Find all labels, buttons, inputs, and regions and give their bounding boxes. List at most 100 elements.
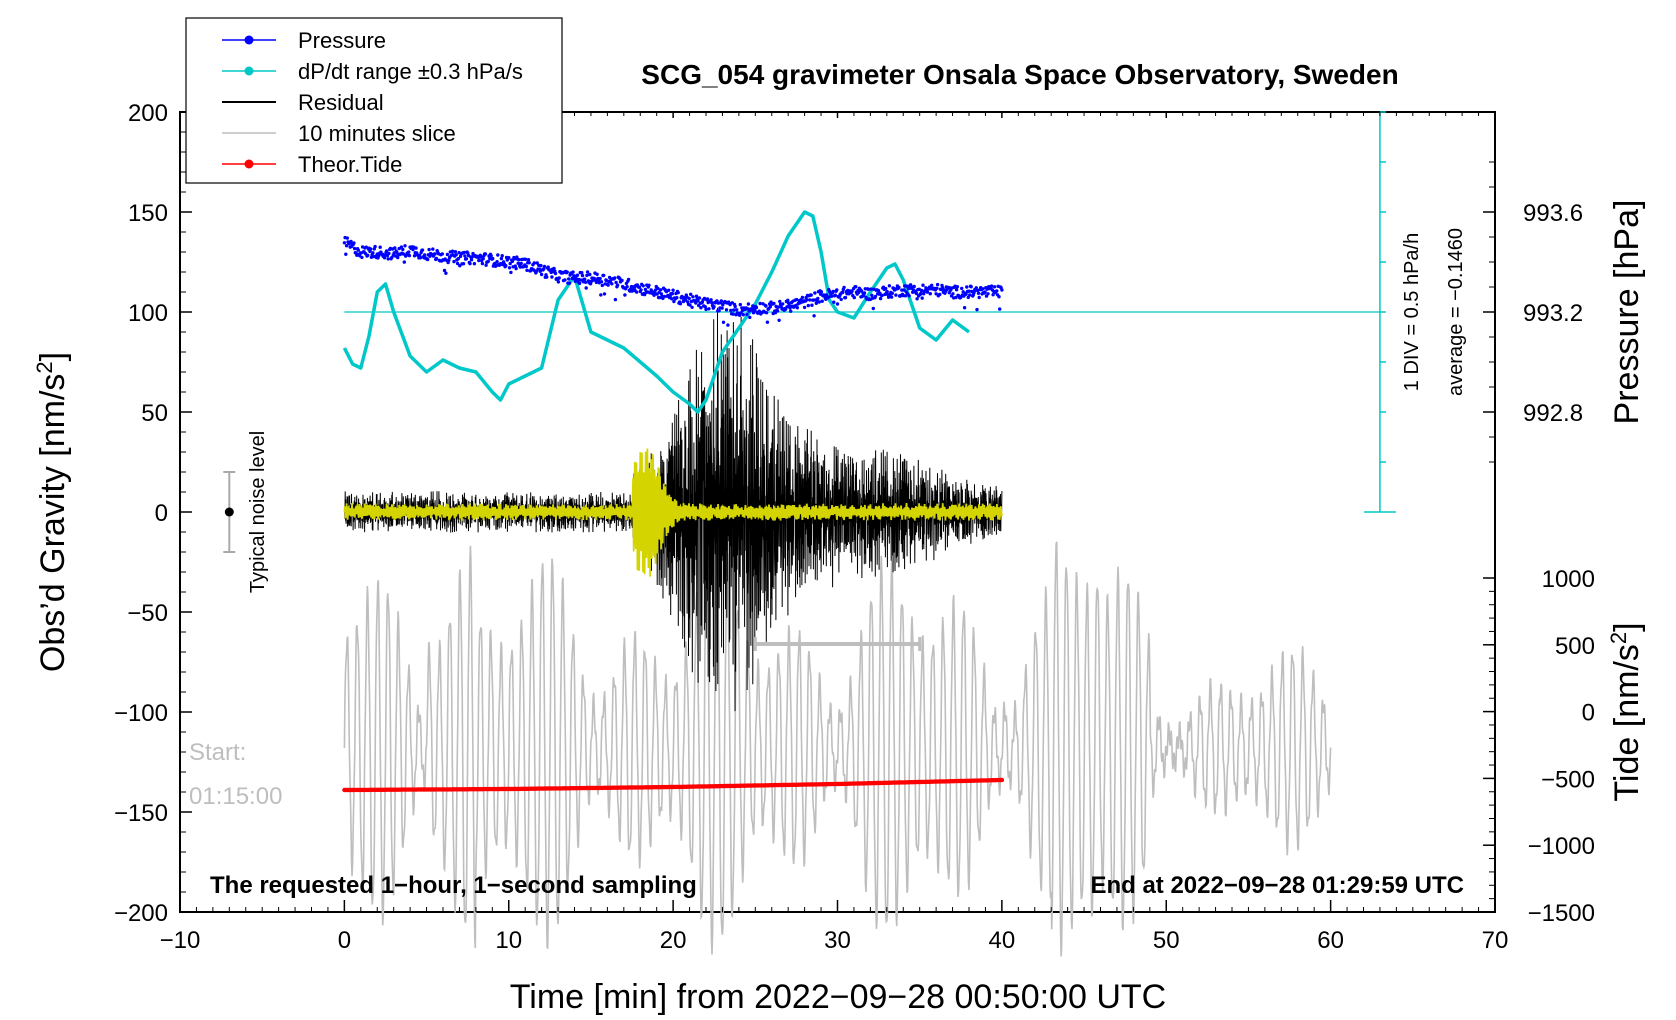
pressure-point [705,297,710,301]
pressure-point [598,276,602,281]
pressure-point [450,249,455,253]
pressure-point [615,283,620,287]
x-tick-label: 20 [660,927,687,954]
pressure-point [805,298,809,302]
pressure-point [481,257,485,261]
pressure-point [675,296,679,300]
pressure-point [588,272,592,277]
pressure-point [866,287,870,291]
pressure-point [420,248,425,252]
tide-axis-ticks: 1000 500 0 −500 −1000 −1500 [1483,566,1595,927]
pressure-point [659,288,663,292]
tide-tick-label: −1000 [1528,833,1595,860]
pressure-point [620,278,624,283]
pressure-point [965,285,969,289]
pressure-point [884,286,888,291]
x-tick-label: 70 [1482,927,1509,954]
pressure-point [499,256,504,261]
pressure-point [998,307,1002,311]
pressure-point [751,304,755,308]
pressure-point [710,301,714,305]
legend-marker [244,66,254,76]
pressure-point [412,254,417,258]
pressure-point [934,292,938,296]
pressure-point [667,288,671,292]
pressure-point [504,264,508,268]
pressure-point [921,283,925,287]
pressure-point [690,305,694,309]
pressure-point [464,257,469,261]
pressure-point [599,293,603,297]
pressure-point [968,293,972,297]
pressure-point [442,268,447,273]
pressure-point [585,270,590,274]
pressure-point [840,290,845,295]
pressure-point [632,286,637,290]
pressure-point [960,286,964,291]
pressure-point [871,306,875,311]
pressure-point [639,288,643,292]
pressure-point [452,259,456,264]
pressure-point [688,303,692,307]
pressure-point [678,302,683,306]
tide-tick-label: −1500 [1528,900,1595,927]
pressure-point [870,293,874,297]
pressure-point [776,305,780,309]
pressure-point [912,284,916,289]
legend-box [185,17,563,184]
pressure-point [775,309,780,313]
pressure-point [567,277,571,281]
y-tick-label: −50 [127,600,168,627]
x-tick-label: 10 [495,927,522,954]
filtered-line [343,448,1003,577]
pressure-point [890,291,894,295]
pressure-point [434,256,439,261]
pressure-point [360,255,364,260]
pressure-point [935,282,940,287]
x-tick-label: 40 [989,927,1016,954]
pressure-point [967,289,971,293]
dpdt-line [342,210,971,414]
pressure-point [808,298,812,302]
scale-bar-label: 1 DIV = 0.5 hPa/h [1401,233,1423,391]
average-label: average = −0.1460 [1445,228,1467,396]
pressure-point [524,264,528,269]
pressure-point [741,313,745,317]
y-axis-label-pressure: Pressure [hPa] [1608,200,1646,425]
pressure-point [580,273,585,278]
pressure-point [806,303,810,308]
pressure-point [991,293,995,297]
pressure-point [854,285,858,289]
pressure-point [935,286,939,290]
pressure-point [602,292,607,296]
pressure-point [580,271,584,275]
pressure-point [344,244,349,248]
pressure-point [772,301,776,306]
tide-tick-label: −500 [1541,766,1595,793]
pressure-point [613,297,618,302]
pressure-point [842,285,846,290]
pressure-point [839,297,843,302]
pressure-point [800,295,805,300]
pressure-point [496,253,500,257]
pressure-point [696,299,700,303]
pressure-point [532,261,536,265]
pressure-point [401,247,405,252]
pressure-point [783,307,788,311]
pressure-point [382,256,387,260]
pressure-point [721,320,726,324]
pressure-point [794,297,799,302]
pressure-point [778,299,782,304]
pressure-point [902,288,906,292]
pressure-point [571,270,575,274]
pressure-tick-label: 993.2 [1523,300,1583,327]
pressure-point [670,297,674,301]
pressure-point [527,261,531,265]
pressure-point [719,299,723,303]
pressure-point [955,285,959,289]
pressure-point [707,307,711,311]
pressure-point [489,254,493,258]
pressure-point [954,295,958,300]
pressure-point [817,300,821,304]
tide-tick-label: 0 [1582,700,1595,727]
